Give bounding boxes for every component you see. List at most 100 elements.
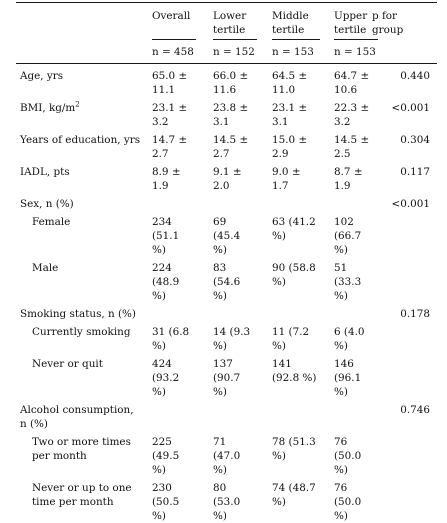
cell-middle: %) bbox=[272, 276, 286, 288]
cell-upper: 22.3 ± bbox=[334, 102, 370, 114]
sample-size-upper: n = 153 bbox=[334, 46, 376, 58]
cell-overall: 11.1 bbox=[152, 84, 176, 96]
cell-upper: 102 bbox=[334, 216, 354, 228]
cell-lower: (90.7 bbox=[213, 372, 241, 384]
row-label: Age, yrs bbox=[20, 70, 64, 82]
cell-overall: (93.2 bbox=[152, 372, 180, 384]
row-label: Years of education, yrs bbox=[20, 134, 141, 146]
cell-middle: %) bbox=[272, 230, 286, 242]
cell-upper: 64.7 ± bbox=[334, 70, 370, 82]
cell-upper: 8.7 ± bbox=[334, 166, 363, 178]
cell-upper: %) bbox=[334, 510, 348, 522]
sample-size-middle: n = 153 bbox=[272, 46, 314, 58]
cell-middle: 9.0 ± bbox=[272, 166, 301, 178]
row-label: Sex, n (%) bbox=[20, 198, 74, 210]
cell-overall: 224 bbox=[152, 262, 172, 274]
cell-overall: 225 bbox=[152, 436, 172, 448]
row-label: per month bbox=[32, 450, 87, 462]
cell-lower: %) bbox=[213, 386, 227, 398]
cell-middle: %) bbox=[272, 496, 286, 508]
row-label: time per month bbox=[32, 496, 114, 508]
cell-lower: %) bbox=[213, 244, 227, 256]
cell-upper: 14.5 ± bbox=[334, 134, 370, 146]
cell-middle: 11 (7.2 bbox=[272, 326, 310, 338]
cell-upper: (33.3 bbox=[334, 276, 362, 288]
cell-overall: 8.9 ± bbox=[152, 166, 181, 178]
cell-overall: %) bbox=[152, 510, 166, 522]
cell-lower: 3.1 bbox=[213, 116, 230, 128]
header-middle-tertile: Middle bbox=[272, 10, 309, 22]
cell-middle: 90 (58.8 bbox=[272, 262, 316, 274]
cell-overall: (51.1 bbox=[152, 230, 180, 242]
cell-lower: (45.4 bbox=[213, 230, 241, 242]
p-value: 0.178 bbox=[400, 308, 430, 320]
cell-lower: (47.0 bbox=[213, 450, 241, 462]
cell-middle: 141 bbox=[272, 358, 292, 370]
cell-upper: 10.6 bbox=[334, 84, 358, 96]
cell-upper: %) bbox=[334, 244, 348, 256]
cell-upper: 2.5 bbox=[334, 148, 351, 160]
p-value: <0.001 bbox=[391, 198, 430, 210]
cell-upper: %) bbox=[334, 340, 348, 352]
row-label: Never or quit bbox=[32, 358, 103, 370]
header-overall: Overall bbox=[152, 10, 191, 22]
cell-middle: 11.0 bbox=[272, 84, 296, 96]
cell-overall: 31 (6.8 bbox=[152, 326, 190, 338]
cell-lower: 23.8 ± bbox=[213, 102, 249, 114]
header-underline-middle bbox=[272, 39, 320, 40]
cell-upper: 1.9 bbox=[334, 180, 351, 192]
cell-overall: (49.5 bbox=[152, 450, 180, 462]
superscript: 2 bbox=[75, 100, 80, 109]
cell-middle: %) bbox=[272, 450, 286, 462]
cell-middle: (92.8 %) bbox=[272, 372, 317, 384]
header-underline-overall bbox=[152, 39, 196, 40]
cell-overall: %) bbox=[152, 290, 166, 302]
cell-overall: 23.1 ± bbox=[152, 102, 188, 114]
cell-overall: 14.7 ± bbox=[152, 134, 188, 146]
cell-overall: (50.5 bbox=[152, 496, 180, 508]
p-value: 0.746 bbox=[400, 404, 430, 416]
cell-lower: 14.5 ± bbox=[213, 134, 249, 146]
cell-lower: %) bbox=[213, 340, 227, 352]
row-label: Smoking status, n (%) bbox=[20, 308, 136, 320]
cell-upper: 6 (4.0 bbox=[334, 326, 365, 338]
cell-lower: 83 bbox=[213, 262, 227, 274]
cell-overall: 230 bbox=[152, 482, 172, 494]
cell-overall: %) bbox=[152, 340, 166, 352]
cell-middle: 74 (48.7 bbox=[272, 482, 316, 494]
cell-middle: 64.5 ± bbox=[272, 70, 308, 82]
cell-lower: 11.6 bbox=[213, 84, 237, 96]
header-upper-tertile: tertile bbox=[334, 24, 367, 36]
cell-upper: (50.0 bbox=[334, 450, 362, 462]
cell-upper: %) bbox=[334, 464, 348, 476]
cell-middle: 15.0 ± bbox=[272, 134, 308, 146]
cell-lower: (53.0 bbox=[213, 496, 241, 508]
cell-lower: %) bbox=[213, 510, 227, 522]
header-upper-tertile: Upper bbox=[334, 10, 368, 22]
header-p-for-group: group bbox=[372, 24, 404, 36]
header-middle-tertile: tertile bbox=[272, 24, 305, 36]
cell-overall: 2.7 bbox=[152, 148, 169, 160]
p-value: 0.440 bbox=[400, 70, 430, 82]
p-value: 0.304 bbox=[400, 134, 430, 146]
cell-lower: 71 bbox=[213, 436, 227, 448]
cell-overall: (48.9 bbox=[152, 276, 180, 288]
cell-lower: 2.7 bbox=[213, 148, 230, 160]
cell-overall: 234 bbox=[152, 216, 172, 228]
cell-upper: (96.1 bbox=[334, 372, 362, 384]
sample-size-lower: n = 152 bbox=[213, 46, 255, 58]
cell-middle: 3.1 bbox=[272, 116, 289, 128]
header-underline-upper bbox=[334, 39, 378, 40]
header-lower-tertile: tertile bbox=[213, 24, 246, 36]
baseline-characteristics-table: Overall Lower tertile Middle tertile Upper ter… bbox=[16, 2, 437, 522]
header-lower-tertile: Lower bbox=[213, 10, 247, 22]
p-value: 0.117 bbox=[400, 166, 430, 178]
cell-upper: %) bbox=[334, 290, 348, 302]
cell-upper: 51 bbox=[334, 262, 348, 274]
cell-upper: (66.7 bbox=[334, 230, 362, 242]
cell-overall: %) bbox=[152, 464, 166, 476]
cell-overall: %) bbox=[152, 386, 166, 398]
cell-upper: %) bbox=[334, 386, 348, 398]
cell-lower: 137 bbox=[213, 358, 233, 370]
cell-lower: 69 bbox=[213, 216, 227, 228]
